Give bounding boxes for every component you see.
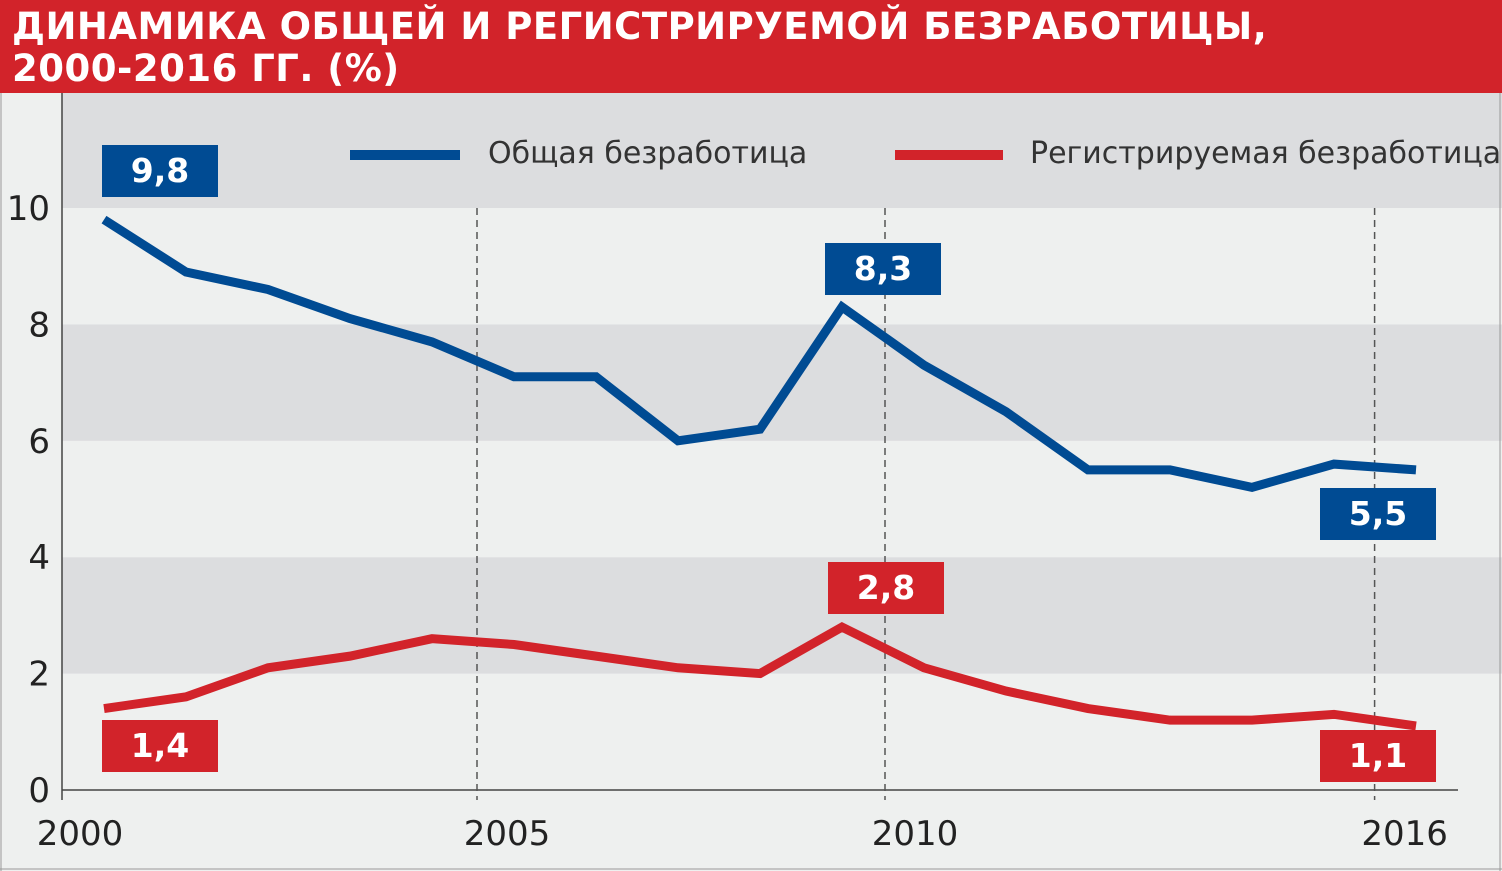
grid-band	[62, 208, 1502, 325]
grid-band	[62, 440, 1502, 558]
grid-band	[62, 324, 1502, 441]
grid-band	[62, 673, 1502, 790]
data-label-red-peak: 2,8	[828, 562, 944, 614]
x-tick-label: 2000	[37, 814, 124, 854]
data-label-red-start: 1,4	[102, 720, 218, 772]
data-label-blue-start: 9,8	[102, 145, 218, 197]
y-tick-label: 4	[28, 538, 50, 578]
x-tick-label: 2005	[464, 814, 551, 854]
title-line-1: ДИНАМИКА ОБЩЕЙ И РЕГИСТРИРУЕМОЙ БЕЗРАБОТ…	[12, 5, 1268, 48]
grid-band	[62, 93, 1502, 208]
data-label-blue-end: 5,5	[1320, 488, 1436, 540]
grid-band	[62, 557, 1502, 674]
y-tick-label: 0	[28, 771, 50, 811]
y-tick-label: 10	[7, 189, 50, 229]
legend-label-total: Общая безработица	[488, 136, 808, 171]
x-tick-label: 2016	[1361, 814, 1448, 854]
data-label-blue-peak: 8,3	[825, 243, 941, 295]
chart-title: ДИНАМИКА ОБЩЕЙ И РЕГИСТРИРУЕМОЙ БЕЗРАБОТ…	[0, 0, 1502, 93]
y-tick-label: 8	[28, 305, 50, 345]
legend-label-registered: Регистрируемая безработица	[1030, 136, 1502, 171]
x-tick-label: 2010	[872, 814, 959, 854]
data-label-red-end: 1,1	[1320, 730, 1436, 782]
y-tick-label: 6	[28, 422, 50, 462]
y-tick-label: 2	[28, 655, 50, 695]
title-line-2: 2000-2016 ГГ. (%)	[12, 47, 400, 90]
